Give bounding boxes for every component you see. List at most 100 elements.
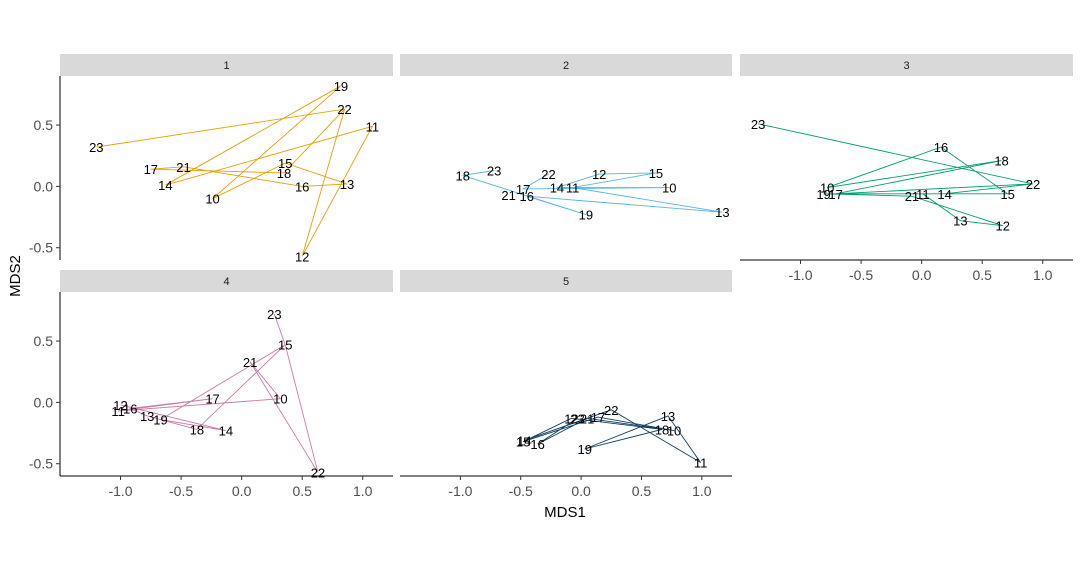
y-axis-title: MDS2 xyxy=(7,255,24,297)
series-path xyxy=(758,123,1034,227)
series-path xyxy=(96,85,374,257)
x-tick-label: 1.0 xyxy=(353,483,373,499)
x-tick-label: 0.5 xyxy=(632,483,652,499)
x-tick-label: 0.5 xyxy=(292,483,312,499)
point-label-23: 23 xyxy=(487,163,501,178)
point-label-10: 10 xyxy=(667,424,681,439)
y-tick-label: 0.5 xyxy=(34,117,54,133)
point-label-14: 14 xyxy=(517,433,531,448)
point-label-14: 14 xyxy=(158,178,172,193)
series-path xyxy=(118,313,319,473)
point-label-15: 15 xyxy=(278,338,292,353)
facet-strip xyxy=(400,54,732,76)
point-label-22: 22 xyxy=(337,102,351,117)
point-label-14: 14 xyxy=(219,424,233,439)
point-label-17: 17 xyxy=(144,162,158,177)
x-tick-label: -1.0 xyxy=(788,267,812,283)
facet-strip xyxy=(740,54,1073,76)
facet-strip-label: 2 xyxy=(563,60,569,72)
x-tick-label: -0.5 xyxy=(169,483,193,499)
y-tick-label: 0.0 xyxy=(34,394,54,410)
point-label-18: 18 xyxy=(456,168,470,183)
facet-strip xyxy=(60,54,393,76)
point-label-18: 18 xyxy=(277,166,291,181)
point-label-12: 12 xyxy=(295,249,309,264)
point-label-13: 13 xyxy=(340,177,354,192)
series-path xyxy=(522,409,701,463)
y-tick-label: 0.0 xyxy=(34,178,54,194)
point-label-16: 16 xyxy=(123,402,137,417)
point-label-19: 19 xyxy=(816,187,830,202)
point-label-21: 21 xyxy=(580,411,594,426)
point-label-23: 23 xyxy=(751,117,765,132)
point-label-15: 15 xyxy=(649,166,663,181)
point-label-16: 16 xyxy=(530,437,544,452)
point-label-12: 12 xyxy=(592,167,606,182)
point-label-11: 11 xyxy=(366,119,380,134)
point-label-18: 18 xyxy=(994,154,1008,169)
point-label-14: 14 xyxy=(937,187,951,202)
point-label-17: 17 xyxy=(516,182,530,197)
point-label-12: 12 xyxy=(564,411,578,426)
x-tick-label: -1.0 xyxy=(108,483,132,499)
point-label-10: 10 xyxy=(662,181,676,196)
point-label-10: 10 xyxy=(820,181,834,196)
point-label-18: 18 xyxy=(655,422,669,437)
point-label-21: 21 xyxy=(176,160,190,175)
point-label-12: 12 xyxy=(113,398,127,413)
facet-strip-label: 4 xyxy=(223,276,229,288)
point-label-22: 22 xyxy=(541,167,555,182)
point-label-23: 23 xyxy=(570,411,584,426)
point-label-15: 15 xyxy=(516,435,530,450)
x-tick-label: 0.0 xyxy=(571,483,591,499)
point-label-19: 19 xyxy=(153,413,167,428)
x-tick-label: 1.0 xyxy=(692,483,712,499)
facet-strip xyxy=(400,270,732,292)
point-label-22: 22 xyxy=(604,403,618,418)
point-label-11: 11 xyxy=(916,187,930,202)
point-label-23: 23 xyxy=(267,307,281,322)
x-tick-label: 0.0 xyxy=(912,267,932,283)
point-label-16: 16 xyxy=(520,189,534,204)
point-label-13: 13 xyxy=(953,214,967,229)
point-label-15: 15 xyxy=(278,156,292,171)
x-tick-label: 1.0 xyxy=(1033,267,1053,283)
x-tick-label: 0.0 xyxy=(232,483,252,499)
series-path xyxy=(462,170,723,216)
point-label-11: 11 xyxy=(111,404,125,419)
point-label-10: 10 xyxy=(205,192,219,207)
facet-strip-label: 5 xyxy=(563,276,569,288)
x-tick-label: 0.5 xyxy=(972,267,992,283)
point-label-19: 19 xyxy=(579,208,593,223)
point-label-16: 16 xyxy=(295,179,309,194)
point-label-17: 17 xyxy=(591,410,605,425)
point-label-22: 22 xyxy=(1026,177,1040,192)
point-label-13: 13 xyxy=(140,409,154,424)
y-tick-label: 0.5 xyxy=(34,333,54,349)
point-label-15: 15 xyxy=(1000,187,1014,202)
point-label-22: 22 xyxy=(311,465,325,480)
point-label-13: 13 xyxy=(661,409,675,424)
point-label-10: 10 xyxy=(273,392,287,407)
point-label-23: 23 xyxy=(89,140,103,155)
point-label-21: 21 xyxy=(905,189,919,204)
facet-strip xyxy=(60,270,393,292)
point-label-16: 16 xyxy=(934,140,948,155)
facet-strip-label: 3 xyxy=(903,60,909,72)
point-label-11: 11 xyxy=(566,181,580,196)
x-tick-label: -1.0 xyxy=(448,483,472,499)
facet-strip-label: 1 xyxy=(223,60,229,72)
point-label-17: 17 xyxy=(828,187,842,202)
point-label-11: 11 xyxy=(694,456,708,471)
point-label-21: 21 xyxy=(501,188,515,203)
point-label-21: 21 xyxy=(243,355,257,370)
y-tick-label: -0.5 xyxy=(29,240,53,256)
point-label-17: 17 xyxy=(205,392,219,407)
point-label-18: 18 xyxy=(190,422,204,437)
